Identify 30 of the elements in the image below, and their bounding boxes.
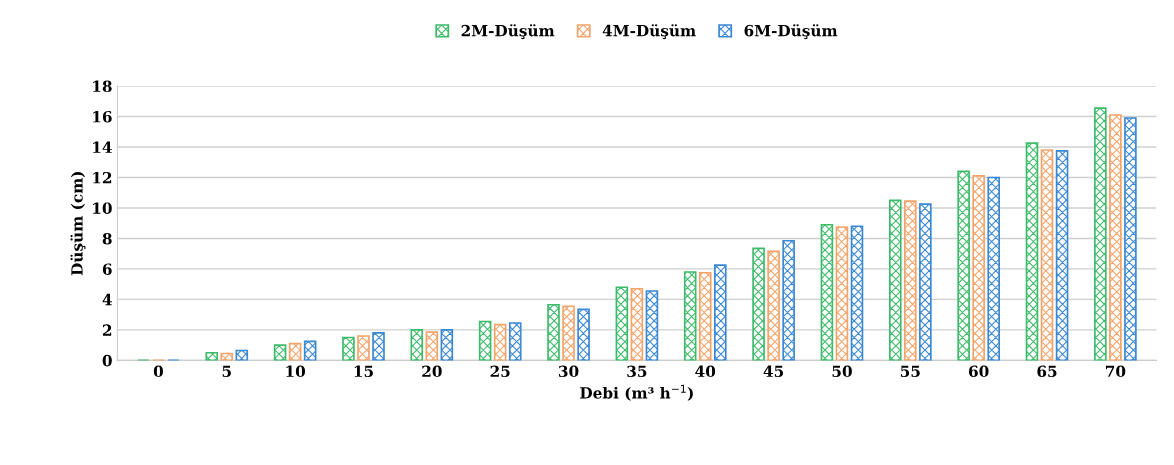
y-tick-label: 8	[102, 232, 112, 245]
y-tick-label: 10	[93, 202, 112, 214]
y-tick-label: 12	[93, 171, 112, 184]
x-tick-label: 15	[354, 365, 373, 378]
x-tick-label: 25	[490, 365, 510, 378]
y-tick-label: 6	[102, 263, 112, 275]
x-axis-title: Debi (m³ h$^{−1}$)	[580, 384, 693, 401]
y-tick-label: 2	[102, 324, 112, 336]
x-tick-label: 35	[627, 365, 647, 378]
x-tick-label: 65	[1037, 365, 1057, 378]
x-tick-label: 70	[1105, 365, 1126, 378]
y-axis-title: Düşüm (cm)	[70, 171, 86, 276]
legend-label: 4M-Düşüm	[602, 24, 696, 40]
y-tick-label: 4	[102, 293, 112, 306]
x-tick-label: 10	[286, 365, 306, 378]
x-tick-label: 45	[763, 365, 784, 378]
legend-label: 6M-Düşüm	[744, 24, 838, 40]
x-tick-label: 60	[969, 365, 989, 378]
x-tick-label: 50	[832, 365, 852, 378]
y-tick-label: 18	[93, 80, 112, 93]
x-tick-label: 55	[900, 365, 920, 378]
y-tick-label: 14	[93, 141, 112, 153]
x-tick-label: 40	[695, 365, 716, 378]
x-tick-label: 0	[153, 365, 164, 378]
y-tick-label: 16	[93, 110, 112, 123]
legend-label: 2M-Düşüm	[461, 24, 555, 40]
x-tick-label: 5	[222, 365, 231, 378]
y-tick-label: 0	[102, 354, 112, 367]
x-tick-label: 30	[558, 365, 579, 378]
x-tick-label: 20	[422, 365, 442, 378]
